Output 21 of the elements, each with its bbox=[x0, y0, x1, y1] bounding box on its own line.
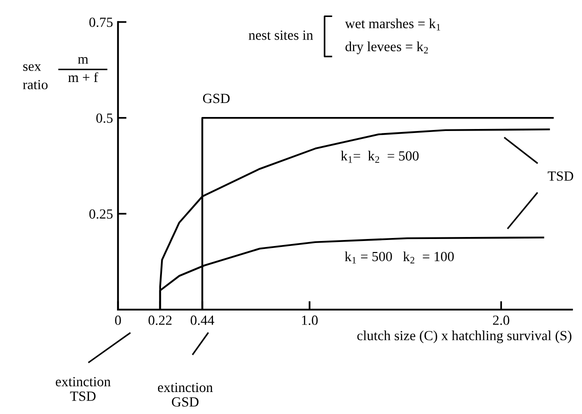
y-tick-label: 0.25 bbox=[89, 209, 113, 219]
annotation: nest sites in bbox=[248, 30, 314, 40]
annotation: wet marshes = k$_{1}$ bbox=[345, 18, 440, 30]
annotation: dry levees = k$_{2}$ bbox=[346, 41, 428, 54]
x-tick-label: 2.0 bbox=[493, 316, 510, 325]
x-tick-label: 1.0 bbox=[302, 316, 318, 325]
annotation: k$_{1}$= k$_{2}$ = 500 bbox=[340, 150, 419, 163]
x-tick-label: 0.22 bbox=[148, 316, 172, 325]
x-tick-label: 0 bbox=[115, 316, 121, 325]
annotation: TSD bbox=[548, 171, 574, 181]
text: extinction TSD bbox=[56, 377, 111, 401]
y-tick-label: 0.5 bbox=[96, 113, 113, 123]
text: m + f bbox=[68, 72, 98, 82]
x-tick-label: 0.44 bbox=[190, 316, 214, 325]
text: m bbox=[78, 57, 88, 64]
y-tick-label: 0.75 bbox=[89, 18, 113, 28]
annotation: GSD bbox=[203, 94, 230, 104]
y-axis-title: sex ratio bbox=[22, 64, 48, 90]
annotation: k$_{1}$ = 500 k$_{2}$ = 100 bbox=[344, 251, 454, 264]
text: extinction GSD bbox=[158, 382, 213, 407]
x-axis-title: clutch size (C) x hatchling survival (S) bbox=[357, 330, 572, 344]
